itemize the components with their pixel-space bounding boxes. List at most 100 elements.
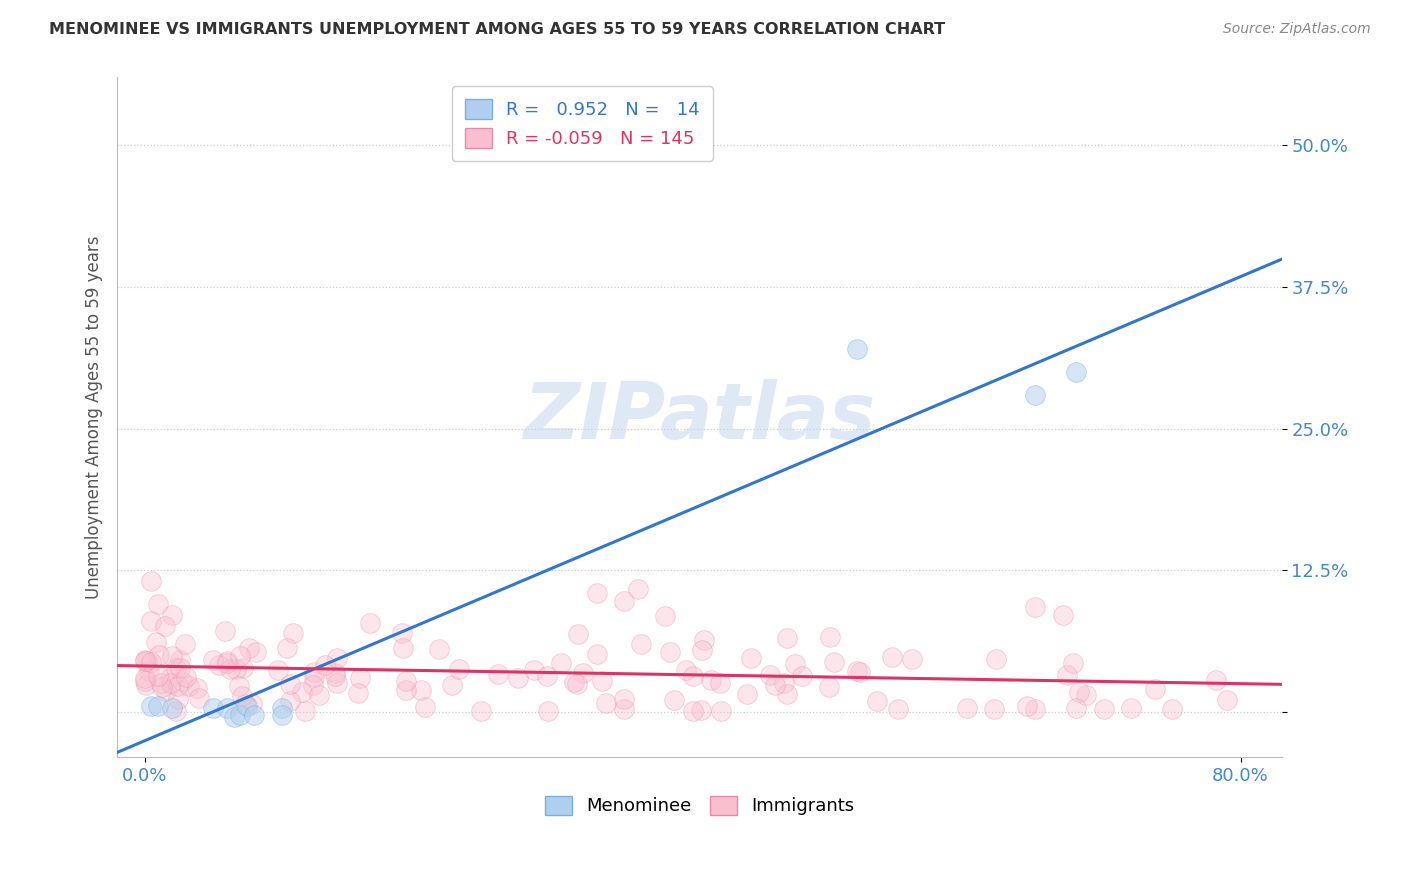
Point (740, 650, 762, 665)
Point (270, 708, 292, 723)
Point (441, 678, 464, 692)
Point (486, 666, 509, 681)
Text: Source: ZipAtlas.com: Source: ZipAtlas.com (1223, 22, 1371, 37)
Point (571, 666, 593, 681)
Point (188, 691, 211, 706)
Point (148, 698, 170, 713)
Point (169, 661, 191, 675)
Point (218, 662, 240, 676)
Point (276, 640, 298, 655)
Point (449, 662, 471, 676)
Point (700, 673, 723, 688)
Point (627, 582, 650, 597)
Point (166, 680, 188, 694)
Point (1015, 698, 1038, 713)
Point (326, 651, 349, 665)
Point (567, 627, 589, 641)
Point (177, 679, 200, 693)
Point (395, 673, 418, 688)
Point (153, 619, 176, 633)
Point (1067, 684, 1090, 698)
Point (170, 674, 193, 689)
Point (536, 669, 558, 683)
Point (391, 626, 413, 640)
Point (562, 674, 585, 689)
Point (148, 669, 170, 683)
Point (160, 676, 183, 690)
Point (710, 704, 733, 718)
Point (470, 704, 492, 718)
Point (690, 703, 713, 717)
Point (135, 678, 157, 692)
Point (413, 699, 436, 714)
Point (1119, 701, 1142, 715)
Point (214, 624, 236, 639)
Point (138, 664, 160, 678)
Point (359, 616, 381, 631)
Point (308, 688, 330, 702)
Point (141, 574, 163, 589)
Point (1024, 702, 1046, 716)
Point (291, 685, 314, 699)
Point (773, 676, 796, 690)
Point (323, 665, 346, 680)
Point (983, 702, 1005, 716)
Point (682, 704, 704, 718)
Point (662, 693, 685, 707)
Point (846, 343, 869, 357)
Point (1024, 600, 1046, 615)
Point (232, 661, 254, 675)
Point (215, 701, 238, 715)
Point (550, 657, 572, 671)
Point (1144, 681, 1167, 696)
Point (148, 648, 170, 663)
Point (302, 670, 325, 684)
Point (166, 704, 188, 718)
Point (1064, 701, 1087, 715)
Point (675, 663, 697, 677)
Point (167, 692, 190, 706)
Point (278, 677, 301, 691)
Point (174, 636, 197, 650)
Point (565, 677, 588, 691)
Point (846, 665, 869, 679)
Point (326, 675, 349, 690)
Point (882, 649, 904, 664)
Point (238, 641, 260, 656)
Point (986, 651, 1008, 665)
Point (692, 633, 714, 648)
Point (508, 671, 530, 685)
Point (613, 702, 636, 716)
Point (155, 684, 177, 698)
Point (823, 655, 845, 669)
Point (347, 686, 370, 700)
Point (243, 708, 266, 723)
Point (228, 679, 250, 693)
Point (302, 665, 325, 680)
Point (229, 708, 252, 723)
Point (145, 635, 167, 649)
Point (134, 674, 156, 689)
Point (537, 704, 560, 718)
Point (613, 691, 636, 706)
Point (737, 687, 759, 701)
Point (1052, 608, 1074, 623)
Point (523, 663, 546, 677)
Point (217, 654, 239, 668)
Point (395, 682, 418, 697)
Point (202, 701, 225, 715)
Point (270, 701, 292, 715)
Point (1064, 365, 1087, 379)
Point (323, 669, 346, 683)
Point (236, 698, 259, 713)
Point (149, 676, 172, 690)
Point (229, 648, 252, 663)
Point (134, 653, 156, 667)
Point (141, 698, 163, 713)
Point (654, 608, 676, 623)
Point (1216, 693, 1239, 707)
Point (302, 678, 325, 692)
Point (202, 653, 225, 667)
Point (222, 710, 245, 724)
Point (776, 687, 799, 701)
